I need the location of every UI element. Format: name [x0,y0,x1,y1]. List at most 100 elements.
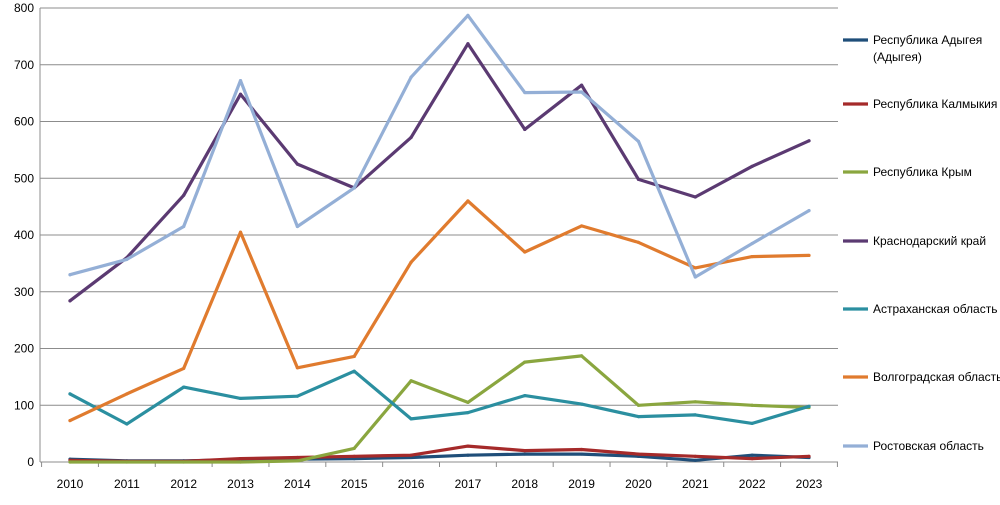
data-point-s1-2016 [409,453,413,457]
data-point-s5-2015 [352,354,356,359]
data-point-s1-2023 [807,454,811,458]
data-point-s4-2013 [238,396,243,401]
data-point-s5-2022 [750,254,754,259]
data-point-s2-2021 [693,400,697,404]
data-point-s4-2023 [807,404,811,408]
data-point-s6-2023 [807,208,811,213]
data-point-s4-2010 [68,392,72,396]
series-line-5 [68,199,811,423]
data-point-s6-2014 [295,224,299,229]
y-tick-label: 0 [27,455,34,469]
data-point-s4-2011 [125,422,129,426]
series-line-4 [68,369,811,426]
data-point-s2-2017 [466,400,470,405]
data-point-s6-2010 [68,273,72,277]
x-tick-label-2016: 2016 [398,477,425,491]
data-point-s5-2023 [807,253,811,258]
data-point-s1-2022 [750,456,754,461]
data-point-s2-2013 [238,460,243,464]
y-tick-label: 600 [14,115,34,129]
data-point-s3-2016 [409,135,413,139]
legend-label-1: Республика Калмыкия [873,97,997,111]
y-tick-label: 700 [14,58,34,72]
data-point-s0-2017 [466,453,470,457]
data-point-s6-2021 [693,275,697,279]
series-line-6 [68,13,811,279]
data-point-s3-2014 [295,162,299,166]
data-point-s6-2012 [182,224,186,229]
y-tick-label: 100 [14,398,34,412]
data-point-s6-2017 [466,13,470,17]
data-point-s6-2018 [523,90,527,95]
data-point-s5-2020 [636,240,641,244]
x-tick-label-2013: 2013 [227,477,254,491]
data-point-s0-2019 [580,452,584,456]
data-point-s4-2022 [750,421,754,426]
data-point-s1-2013 [238,456,243,461]
data-point-s6-2019 [580,90,584,94]
y-tick-label: 300 [14,285,34,299]
data-point-s3-2021 [693,195,697,199]
series-layer [68,13,811,464]
data-point-s5-2013 [238,230,243,234]
x-tick-label-2019: 2019 [568,477,595,491]
data-point-s6-2015 [352,186,356,190]
data-point-s0-2021 [693,458,697,462]
data-point-s6-2020 [636,139,641,143]
data-point-s2-2022 [750,403,754,407]
data-point-s2-2018 [523,360,527,364]
data-point-s6-2016 [409,75,413,79]
data-point-s2-2016 [409,379,413,383]
data-point-s5-2021 [693,266,697,270]
x-tick-label-2018: 2018 [511,477,538,491]
data-point-s5-2011 [125,392,129,396]
x-tick-label-2020: 2020 [625,477,652,491]
data-point-s5-2017 [466,199,470,203]
data-point-s5-2016 [409,260,413,264]
grid-layer [40,7,838,463]
legend-label-0: (Адыгея) [873,50,922,64]
data-point-s1-2017 [466,444,470,448]
x-tick-label-2015: 2015 [341,477,368,491]
data-point-s4-2018 [523,394,527,398]
data-point-s2-2015 [352,446,356,450]
data-point-s5-2014 [295,366,299,370]
series-line-3 [68,42,811,303]
x-tick-label-2011: 2011 [114,477,140,491]
x-tick-label-2022: 2022 [739,477,766,491]
x-tick-label-2010: 2010 [57,477,84,491]
data-point-s5-2018 [523,250,527,254]
data-point-s1-2018 [523,449,527,453]
data-point-s2-2014 [295,459,299,463]
data-point-s2-2011 [125,460,129,464]
data-point-s4-2020 [636,415,641,419]
legend: Республика Адыгея (Адыгея) Республика Калм… [843,33,1000,453]
x-tick-label-2021: 2021 [682,477,709,491]
data-point-s2-2012 [182,460,186,464]
data-point-s3-2023 [807,139,811,143]
data-point-s3-2013 [238,92,243,96]
data-point-s2-2020 [636,403,641,407]
data-point-s5-2012 [182,366,186,370]
y-tick-label: 200 [14,342,34,356]
x-tick-label-2023: 2023 [796,477,823,491]
y-tick-label: 800 [14,1,34,15]
data-point-s4-2021 [693,413,697,417]
data-point-s1-2020 [636,452,641,456]
data-point-s3-2019 [580,83,584,87]
data-point-s4-2015 [352,369,356,373]
y-tick-label: 400 [14,228,34,242]
data-point-s3-2020 [636,177,641,181]
data-point-s4-2016 [409,417,413,421]
data-point-s4-2017 [466,411,470,415]
data-point-s4-2014 [295,394,299,398]
data-point-s5-2019 [580,224,584,228]
data-point-s5-2010 [68,418,72,423]
data-point-s1-2021 [693,454,697,458]
data-point-s1-2014 [295,455,299,460]
legend-label-4: Астраханская область [873,302,997,316]
data-point-s3-2012 [182,193,186,197]
data-point-s1-2015 [352,454,356,458]
